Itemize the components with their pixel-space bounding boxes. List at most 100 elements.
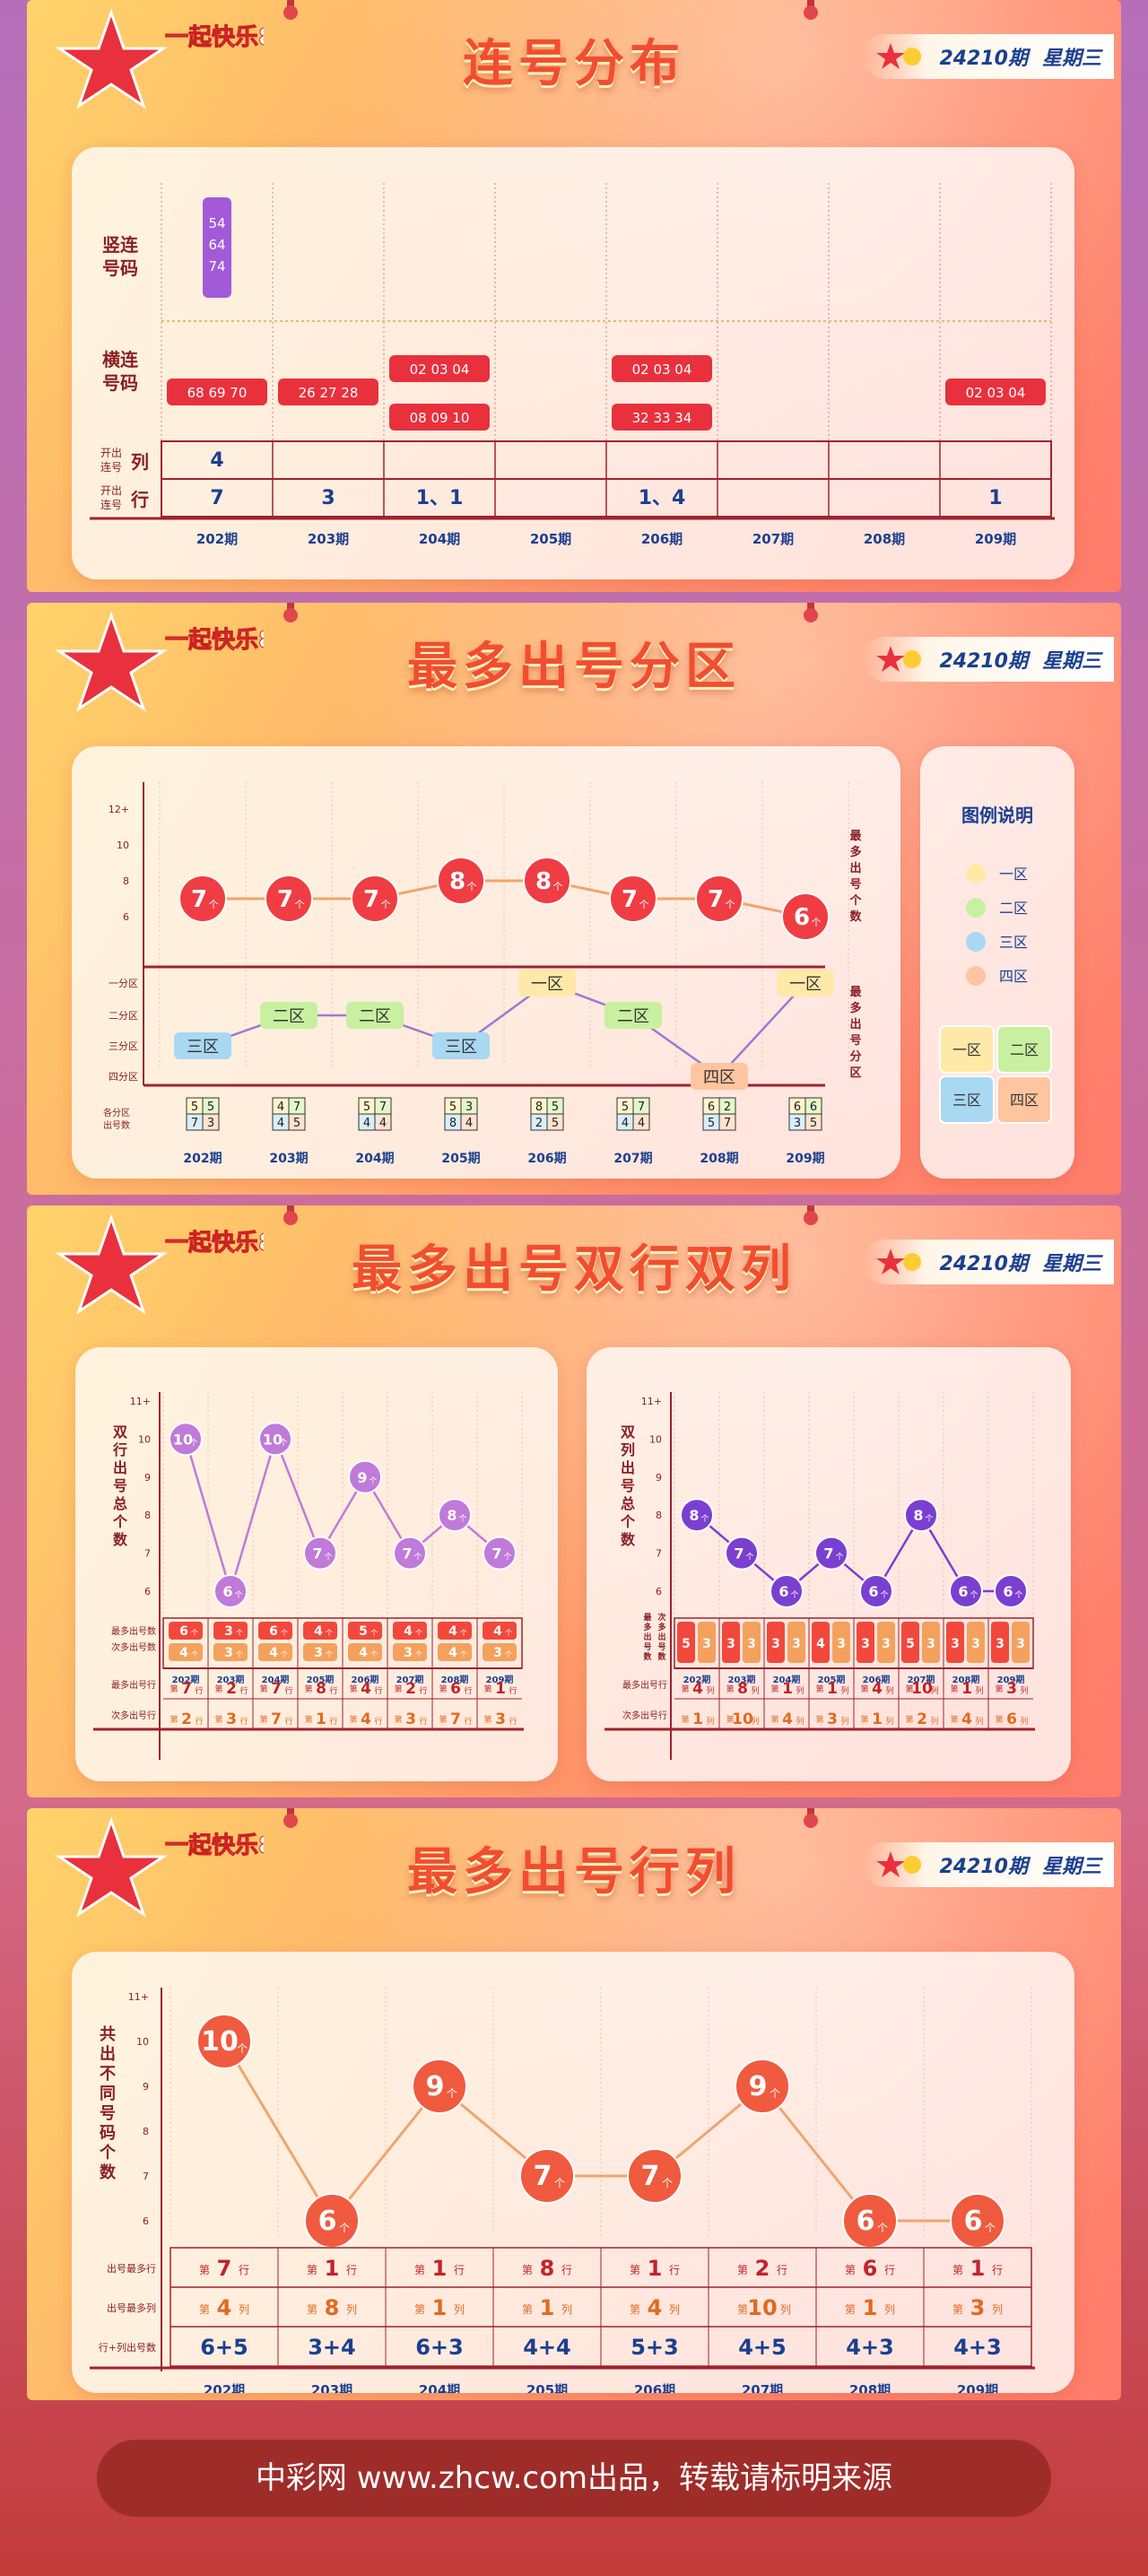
series-value: 9 (357, 1469, 367, 1486)
period-label: 204期 (355, 1152, 394, 1166)
count-unit: 个 (770, 2087, 780, 2100)
issue-number: 24210期 (939, 1856, 1028, 1878)
zone-count-value: 7 (638, 1101, 645, 1114)
series-point (680, 1498, 714, 1533)
issue-badge: 24210期 星期三 (863, 637, 1114, 682)
index-unit: 列 (346, 2303, 357, 2316)
row-label: 次多出号数 (657, 1612, 666, 1662)
ordinal-prefix: 第 (307, 2303, 317, 2316)
period-label: 208期 (849, 2382, 891, 2393)
ordinal-prefix: 第 (483, 1714, 491, 1725)
period-label: 209期 (975, 531, 1016, 547)
second-count-badge (787, 1622, 805, 1663)
count-unit: 个 (726, 899, 735, 910)
max-count-point (437, 857, 485, 905)
index-unit: 行 (509, 1716, 517, 1727)
max-count-value: 6 (269, 1624, 278, 1639)
second-index-value: 7 (271, 1710, 282, 1728)
ordinal-prefix: 第 (860, 1684, 868, 1694)
series-point (483, 1536, 517, 1571)
max-index-value: 2 (405, 1680, 416, 1698)
second-count-badge (258, 1643, 292, 1661)
max-count-value: 7 (708, 886, 724, 913)
ordinal-prefix: 第 (860, 1714, 868, 1725)
second-count-value: 4 (269, 1646, 278, 1660)
page-title: 连号分布 (463, 35, 685, 93)
horizontal-consecutive-pill (945, 379, 1046, 405)
horizontal-numbers: 08 09 10 (410, 410, 470, 426)
index-unit: 列 (884, 2303, 895, 2316)
ordinal-prefix: 第 (815, 1684, 823, 1694)
double-row-card: 11+ 10 9 8 7 6 双行出号总个数 10 个 6 个 10 个 7 个 9 个 7 个 8 个 7 个最多出号数次… (75, 1347, 558, 1781)
zone-grid-cell (996, 1025, 1052, 1074)
panel-rowcol: 一起快乐8 最多出号行列 24210期 星期三 11+ 10 9 8 7 6 共出不同号码个… (27, 1808, 1121, 2400)
legend-swatch (966, 966, 986, 986)
zone-grid-label: 三区 (952, 1092, 981, 1109)
period-label: 205期 (441, 1152, 480, 1166)
max-index-value: 1 (782, 1680, 793, 1698)
zone-chart: 12+1086一分区二分区三分区四分区7 个 7 个 7 个8 个 8 个 7 个 7 个 6 个三区二区二… (103, 782, 862, 1166)
y-axis-label: 双行出号总个数 (112, 1423, 128, 1548)
zone-count-label: 出号数 (103, 1119, 130, 1131)
zone-grid-label: 二区 (1010, 1041, 1039, 1058)
ordinal-prefix: 第 (304, 1714, 312, 1725)
second-index-value: 1 (316, 1710, 326, 1728)
ordinal-prefix: 第 (170, 1684, 178, 1694)
zone-count-value: 6 (810, 1101, 817, 1114)
col-count-label: 列 (131, 451, 149, 473)
row-col-sum-value: 5+3 (631, 2335, 679, 2360)
max-count-point (695, 875, 744, 923)
count-unit: 个 (236, 1629, 243, 1637)
max-col-value: 1 (540, 2295, 555, 2320)
y-tick-label: 8 (144, 1510, 151, 1521)
max-row-value: 1 (432, 2256, 448, 2281)
count-unit: 个 (553, 881, 563, 892)
series-point (949, 1574, 983, 1608)
index-unit: 列 (1020, 1716, 1028, 1727)
index-unit: 行 (992, 2264, 1003, 2276)
max-index-value: 4 (872, 1680, 883, 1698)
count-unit: 个 (790, 1590, 798, 1600)
zone-count-box (374, 1113, 392, 1131)
period-label: 207期 (396, 1674, 424, 1685)
row-label: 出号最多行 (107, 2262, 156, 2275)
ordinal-prefix: 第 (845, 2303, 856, 2316)
max-count-value: 4 (816, 1637, 825, 1651)
zone-count-box (546, 1113, 564, 1131)
max-count-value: 5 (682, 1637, 691, 1651)
index-unit: 行 (777, 2264, 787, 2276)
period-label: 203期 (308, 531, 349, 547)
max-index-value: 1 (495, 1680, 506, 1698)
ordinal-prefix: 第 (681, 1714, 689, 1725)
max-count-value: 7 (191, 886, 207, 913)
series-value: 10 (201, 2026, 239, 2058)
count-unit: 个 (415, 1629, 422, 1637)
count-unit: 个 (1014, 1590, 1022, 1600)
horizontal-numbers: 68 69 70 (187, 385, 248, 401)
max-count-badge (857, 1622, 874, 1663)
zone-count-value: 5 (552, 1101, 559, 1114)
second-count-value: 3 (882, 1637, 891, 1651)
legend-swatch (966, 932, 986, 952)
index-unit: 行 (329, 1716, 337, 1727)
ordinal-prefix: 第 (304, 1684, 312, 1694)
y-tick-label: 8 (143, 2126, 149, 2137)
series-value: 8 (447, 1507, 457, 1524)
count-unit: 个 (503, 1553, 511, 1562)
period-label: 206期 (641, 531, 683, 547)
zone-count-value: 7 (191, 1117, 198, 1130)
count-unit: 个 (236, 1650, 243, 1658)
second-count-value: 3 (493, 1646, 502, 1660)
max-count-point (178, 875, 227, 923)
second-count-value: 3 (224, 1646, 233, 1660)
rowcol-card: 11+ 10 9 8 7 6 共出不同号码个数 10 个 6 个 9 个 7 个 7 个 9 个 6 个 6 个出号最多行出… (72, 1952, 1074, 2398)
page-title: 最多出号双行双列 (352, 1240, 796, 1299)
index-unit: 行 (284, 1716, 292, 1727)
series-value: 7 (641, 2161, 660, 2192)
issue-number: 24210期 (939, 650, 1028, 673)
series-point (519, 2148, 575, 2204)
second-count-badge (922, 1622, 940, 1663)
zone-count-value: 5 (363, 1101, 370, 1114)
max-zone-badge (518, 970, 576, 996)
series-line (222, 2041, 978, 2224)
